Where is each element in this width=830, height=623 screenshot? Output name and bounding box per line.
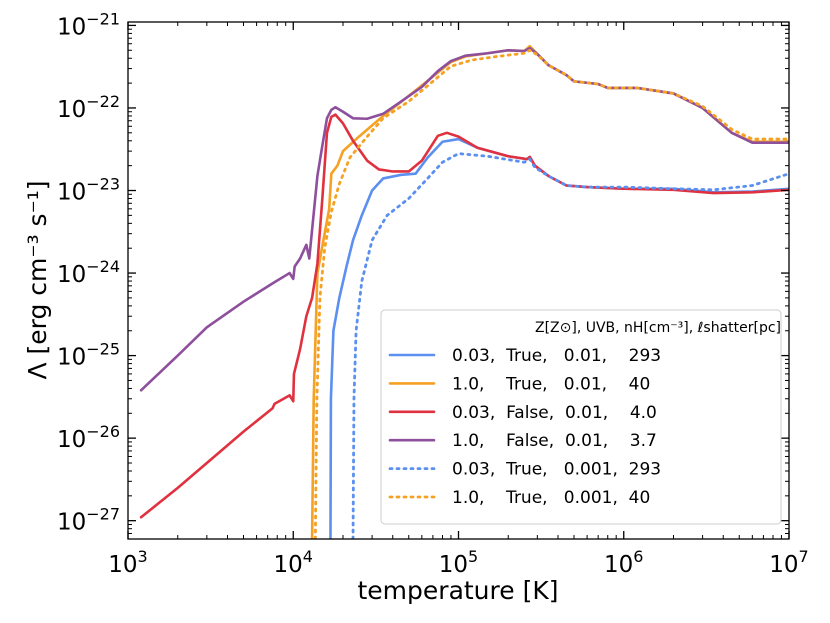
legend-title: Z[Z⊙], UVB, nH[cm⁻³], ℓshatter[pc] <box>535 320 781 336</box>
legend-label-1: 0.03, True, 0.01, 293 <box>452 346 661 366</box>
x-tick-label: 103 <box>108 547 147 578</box>
legend-label-6: 1.0, True, 0.001, 40 <box>452 488 650 508</box>
legend: Z[Z⊙], UVB, nH[cm⁻³], ℓshatter[pc] 0.03,… <box>380 309 782 525</box>
y-tick-label: 10−24 <box>57 257 120 288</box>
x-tick-label: 107 <box>769 547 808 578</box>
series-line-6 <box>313 48 789 539</box>
x-axis: 103 104 105 106 107 <box>108 22 809 578</box>
y-tick-label: 10−23 <box>57 175 120 206</box>
x-tick-label: 104 <box>274 547 313 578</box>
minor-ticks <box>128 22 789 539</box>
y-axis: 10−27 10−26 10−25 10−24 10−23 10−22 10−21 <box>57 9 789 536</box>
y-tick-label: 10−25 <box>57 340 120 371</box>
series-layer <box>139 44 789 539</box>
series-line-5 <box>351 152 789 539</box>
legend-label-3: 0.03, False, 0.01, 4.0 <box>452 403 657 423</box>
y-tick-label: 10−21 <box>57 9 120 40</box>
x-axis-label: temperature [K] <box>358 576 559 605</box>
legend-label-2: 1.0, True, 0.01, 40 <box>452 374 650 394</box>
legend-box <box>380 309 782 525</box>
y-tick-label: 10−26 <box>57 422 120 453</box>
y-tick-label: 10−22 <box>57 92 120 123</box>
legend-label-5: 0.03, True, 0.001, 293 <box>452 460 661 480</box>
y-tick-label: 10−27 <box>57 505 120 536</box>
x-tick-label: 105 <box>439 547 478 578</box>
x-tick-label: 106 <box>604 547 643 578</box>
legend-entries: 0.03, True, 0.01, 293 1.0, True, 0.01, 40… <box>388 346 661 508</box>
y-axis-label: Λ [erg cm⁻³ s⁻¹] <box>23 180 52 379</box>
legend-label-4: 1.0, False, 0.01, 3.7 <box>452 431 657 451</box>
